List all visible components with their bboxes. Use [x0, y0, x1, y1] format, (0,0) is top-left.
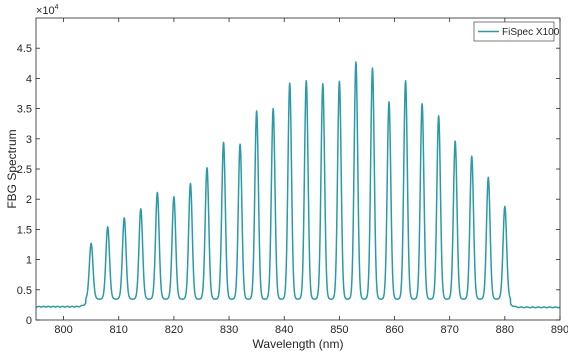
y-tick-label: 2: [26, 194, 32, 206]
legend: FiSpec X100: [473, 21, 560, 42]
y-tick-label: 3.5: [17, 104, 32, 116]
x-tick-label: 810: [110, 324, 128, 336]
x-axis-title: Wavelength (nm): [253, 337, 344, 351]
y-axis-multiplier: ×104: [36, 4, 59, 17]
x-tick-label: 840: [275, 324, 293, 336]
x-tick-label: 880: [496, 324, 514, 336]
y-tick-label: 0: [26, 315, 32, 327]
y-tick-label: 1.5: [17, 224, 32, 236]
x-tick-label: 860: [385, 324, 403, 336]
y-tick-label: 2.5: [17, 164, 32, 176]
x-tick-label: 870: [441, 324, 459, 336]
y-tick-label: 4: [26, 73, 32, 85]
y-tick-label: 3: [26, 134, 32, 146]
legend-box: [473, 21, 555, 42]
plot-area: [36, 18, 560, 320]
x-tick-label: 800: [54, 324, 72, 336]
x-tick-label: 820: [165, 324, 183, 336]
y-tick-label: 4.5: [17, 43, 32, 55]
legend-label: FiSpec X100: [502, 27, 560, 38]
y-tick-label: 0.5: [17, 285, 32, 297]
x-tick-label: 890: [551, 324, 568, 336]
y-axis-title: FBG Spectrum: [5, 129, 19, 208]
y-tick-label: 1: [26, 255, 32, 267]
series-line-fispec-x100: [35, 61, 561, 309]
x-tick-label: 830: [220, 324, 238, 336]
series-layer: [35, 61, 561, 309]
x-axis-ticks: 800 810 820 830 840 850 860 870 880 890: [54, 18, 568, 336]
x-tick-label: 850: [330, 324, 348, 336]
y-axis-ticks: 0 0.5 1 1.5 2 2.5 3 3.5 4 4.5: [17, 43, 560, 327]
